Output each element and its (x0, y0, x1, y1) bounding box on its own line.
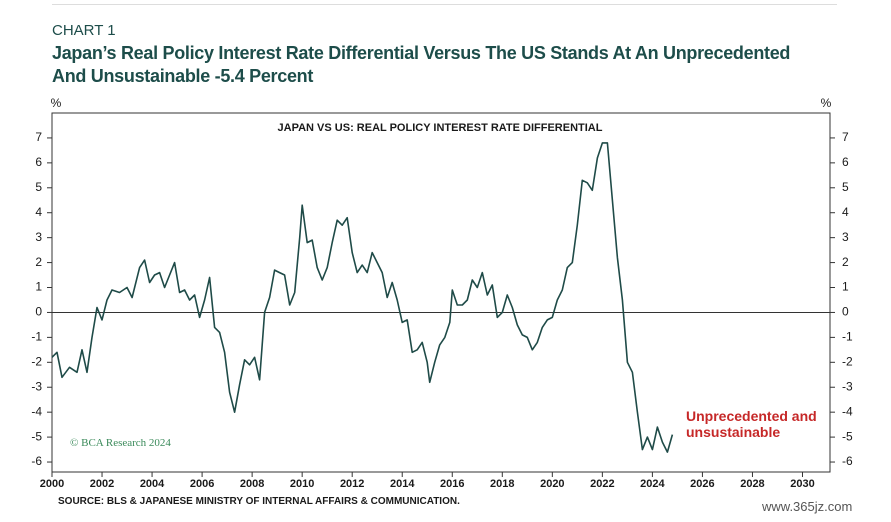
x-tick-label: 2000 (40, 478, 64, 490)
y-tick-label: -4 (31, 404, 42, 418)
y2-tick-label: -6 (842, 454, 853, 468)
y2-tick-label: 7 (842, 130, 849, 144)
y-tick-label: 3 (35, 230, 42, 244)
source: SOURCE: BLS & JAPANESE MINISTRY OF INTER… (58, 496, 460, 507)
y-tick-label: -2 (31, 354, 42, 368)
x-tick-label: 2012 (340, 478, 364, 490)
y-tick-label: 0 (35, 305, 42, 319)
chart-title: Japan’s Real Policy Interest Rate Differ… (52, 43, 791, 86)
x-tick-label: 2020 (540, 478, 564, 490)
x-tick-label: 2026 (690, 478, 714, 490)
copyright: © BCA Research 2024 (70, 437, 171, 449)
y-tick-label: 2 (35, 255, 42, 269)
x-tick-label: 2008 (240, 478, 264, 490)
header-rule (52, 4, 837, 5)
y2-tick-label: -2 (842, 354, 853, 368)
x-tick-label: 2002 (90, 478, 114, 490)
data-line (51, 142, 674, 453)
y2-tick-label: -3 (842, 379, 853, 393)
y2-tick-label: 3 (842, 230, 849, 244)
y-tick-label: -3 (31, 379, 42, 393)
x-tick-label: 2024 (640, 478, 665, 490)
x-tick-label: 2016 (440, 478, 464, 490)
y2-tick-label: 1 (842, 280, 849, 294)
y-tick-label: 1 (35, 280, 42, 294)
annotation: Unprecedented and unsustainable (686, 408, 817, 440)
y-tick-label: -5 (31, 429, 42, 443)
y-tick-label: -6 (31, 454, 42, 468)
y-axis-label: % (51, 96, 62, 110)
y-tick-label: -1 (31, 330, 42, 344)
y2-tick-label: 2 (842, 255, 849, 269)
x-tick-label: 2010 (290, 478, 314, 490)
y-tick-label: 4 (35, 205, 42, 219)
y2-tick-label: 0 (842, 305, 849, 319)
y-tick-label: 5 (35, 180, 42, 194)
x-tick-label: 2014 (390, 478, 415, 490)
plot-frame (51, 112, 831, 473)
y2-tick-label: -4 (842, 404, 853, 418)
x-tick-label: 2022 (590, 478, 614, 490)
y2-tick-label: -5 (842, 429, 853, 443)
x-tick-label: 2030 (790, 478, 814, 490)
x-tick-label: 2006 (190, 478, 214, 490)
kicker: CHART 1 (52, 22, 116, 39)
y2-tick-label: 5 (842, 180, 849, 194)
x-tick-label: 2028 (740, 478, 764, 490)
y-tick-label: 6 (35, 155, 42, 169)
y2-tick-label: -1 (842, 330, 853, 344)
y-tick-label: 7 (35, 130, 42, 144)
watermark: www.365jz.com (762, 499, 853, 514)
y2-tick-label: 4 (842, 205, 849, 219)
y2-axis-label: % (821, 96, 832, 110)
chart-subtitle: JAPAN VS US: REAL POLICY INTEREST RATE D… (278, 122, 603, 134)
x-tick-label: 2018 (490, 478, 514, 490)
y2-tick-label: 6 (842, 155, 849, 169)
x-tick-label: 2004 (140, 478, 165, 490)
